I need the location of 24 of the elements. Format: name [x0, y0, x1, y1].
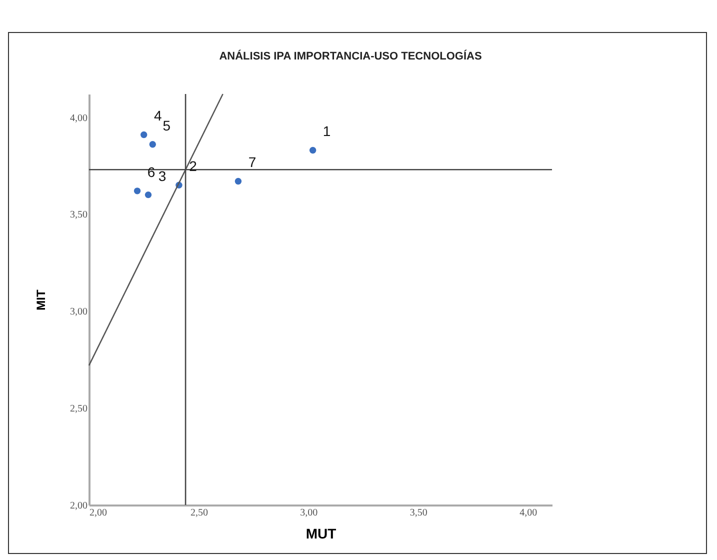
y-axis-title: MIT	[34, 289, 48, 310]
chart-title: ANÁLISIS IPA IMPORTANCIA-USO TECNOLOGÍAS	[219, 49, 482, 62]
x-tick-label: 2,50	[190, 508, 208, 518]
annotation: 3	[158, 168, 166, 184]
y-tick-label: 3,00	[70, 306, 88, 318]
y-tick-label: 2,50	[70, 404, 88, 415]
x-tick-label: 3,50	[410, 508, 428, 518]
point	[309, 146, 316, 154]
y-tick-label: 2,00	[70, 500, 88, 512]
x-tick-label: 3,00	[300, 508, 318, 518]
point	[234, 178, 242, 185]
point	[149, 141, 156, 148]
point	[134, 188, 141, 194]
annotation: 5	[162, 117, 171, 134]
annotation: 1	[322, 123, 331, 140]
point	[140, 131, 148, 138]
x-tick-label: 2,00	[90, 508, 107, 518]
annotation: 4	[154, 108, 162, 124]
y-tick-label: 3,50	[70, 210, 88, 221]
annotation: 7	[248, 154, 256, 170]
x-axis-title: MUT	[306, 526, 337, 542]
x-tick-label: 4,00	[520, 508, 538, 518]
y-tick-label: 4,00	[70, 112, 88, 124]
point	[144, 191, 152, 198]
